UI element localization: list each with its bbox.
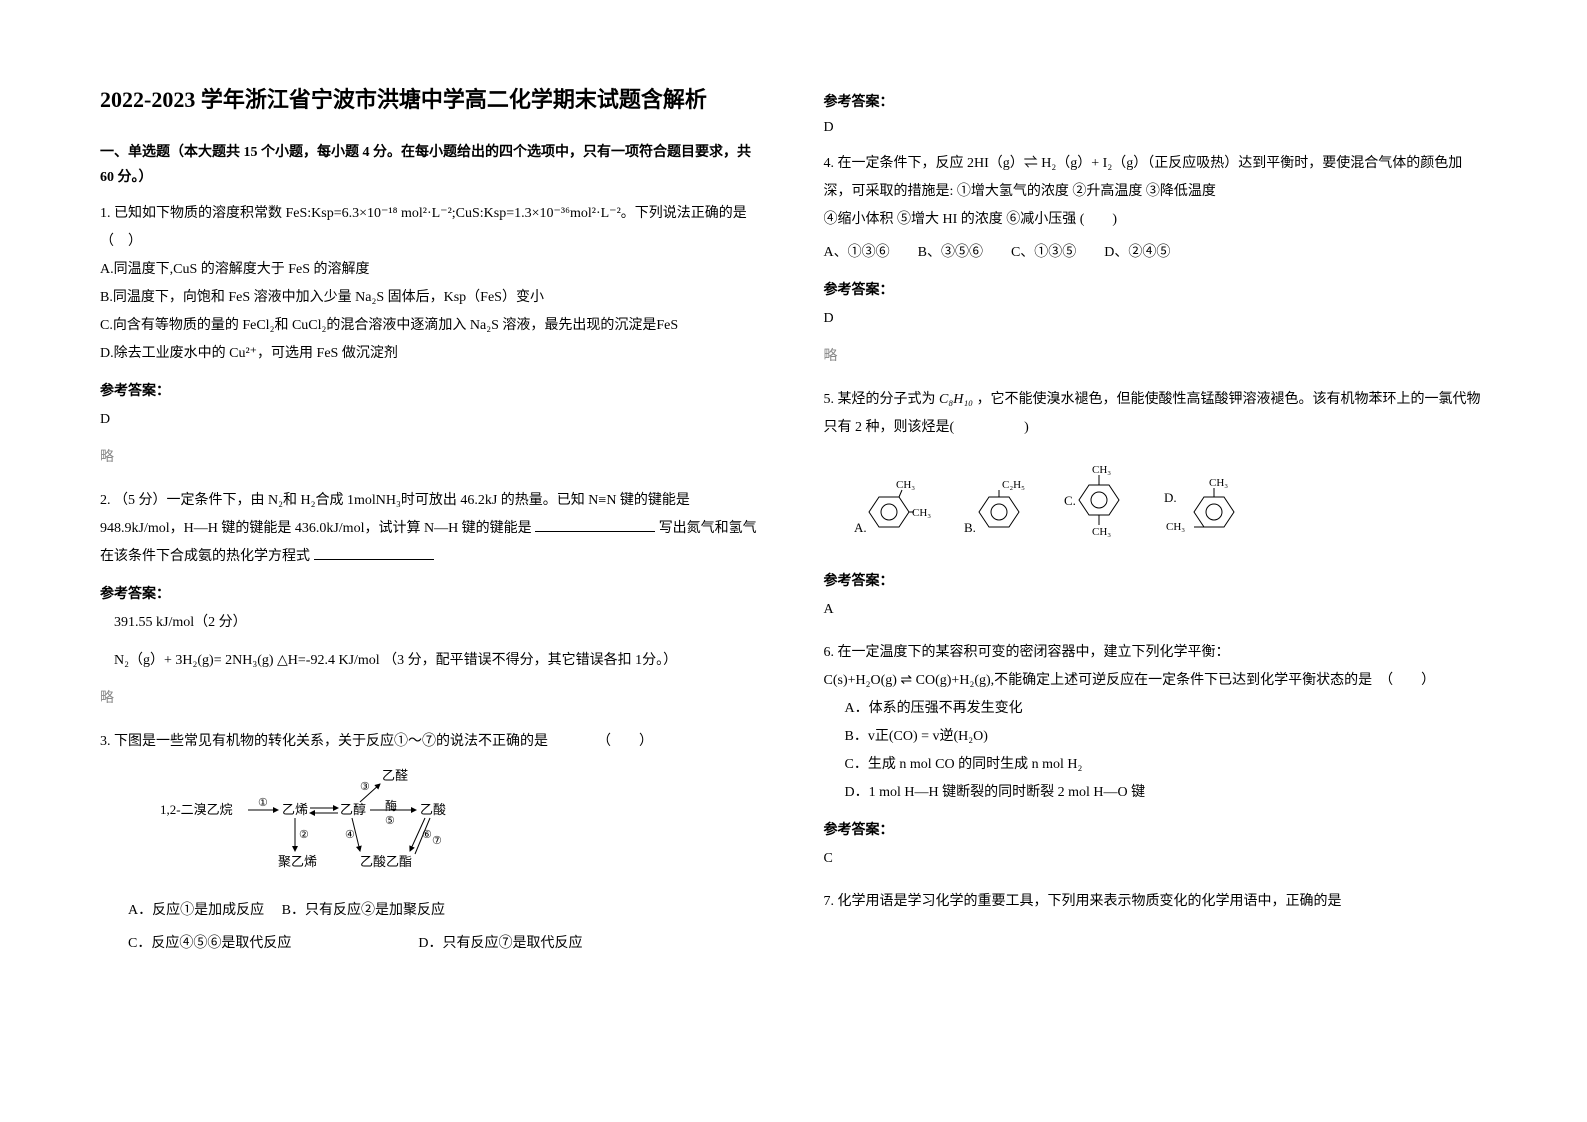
q1-stem: 1. 已知如下物质的溶度积常数 FeS:Ksp=6.3×10⁻¹⁸ mol²·L… (100, 200, 764, 256)
reaction-5: ⑤ (385, 815, 395, 827)
svg-text:D.: D. (1164, 490, 1177, 505)
svg-text:B.: B. (964, 520, 976, 535)
q5-options: CH₃ CH₃ A. C₂H₅ B. (854, 457, 1488, 553)
blank-line (535, 518, 655, 532)
reaction-7: ⑦ (432, 835, 442, 847)
q4-options: A、①③⑥ B、③⑤⑥ C、①③⑤ D、②④⑤ (824, 239, 1488, 267)
svg-text:CH₃: CH₃ (1209, 477, 1228, 489)
q5-answer-label: 参考答案： (824, 568, 1488, 596)
q1-answer-label: 参考答案： (100, 378, 764, 406)
svg-text:CH₃: CH₃ (896, 479, 915, 491)
reaction-1: ① (258, 797, 268, 809)
q5-answer: A (824, 596, 1488, 624)
benzene-d: CH₃ CH₃ D. (1164, 472, 1244, 542)
q1-option-c: C.向含有等物质的量的 FeCl₂和 CuCl₂的混合溶液中逐滴加入 Na₂S … (100, 312, 764, 340)
q2-answer-1: 391.55 kJ/mol（2 分） (100, 609, 764, 637)
q2-answer-2: N₂（g）+ 3H₂(g)= 2NH₃(g) △H=-92.4 KJ/mol （… (100, 647, 764, 675)
svg-text:CH₃: CH₃ (1166, 521, 1185, 533)
section-1-header: 一、单选题（本大题共 15 个小题，每小题 4 分。在每小题给出的四个选项中，只… (100, 140, 764, 190)
svg-text:CH₃: CH₃ (912, 507, 931, 519)
q6-option-b: B．v正(CO) = v逆(H₂O) (824, 723, 1488, 751)
q6-equation: C(s)+H₂O(g) ⇌ CO(g)+H₂(g),不能确定上述可逆反应在一定条… (824, 667, 1488, 695)
node-dibromo: 1,2-二溴乙烷 (160, 802, 233, 817)
q6-option-a: A．体系的压强不再发生变化 (824, 695, 1488, 723)
svg-text:C.: C. (1064, 493, 1076, 508)
question-6: 6. 在一定温度下的某容积可变的密闭容器中，建立下列化学平衡： C(s)+H₂O… (824, 639, 1488, 873)
left-column: 2022-2023 学年浙江省宁波市洪塘中学高二化学期末试题含解析 一、单选题（… (100, 80, 764, 973)
q5-option-b: C₂H₅ B. (964, 472, 1034, 553)
node-ester: 乙酸乙酯 (360, 854, 412, 869)
reaction-diagram-svg: 1,2-二溴乙烷 乙烯 乙醇 乙醛 乙酸 聚乙烯 乙酸乙酯 酶 ① (160, 766, 480, 876)
q5-option-d: CH₃ CH₃ D. (1164, 472, 1244, 553)
q3-options-row2: C．反应④⑤⑥是取代反应 D．只有反应⑦是取代反应 (100, 930, 764, 958)
q6-option-d: D．1 mol H—H 键断裂的同时断裂 2 mol H—O 键 (824, 779, 1488, 807)
q3-stem: 3. 下图是一些常见有机物的转化关系，关于反应①～⑦的说法不正确的是 （ ） (100, 728, 764, 756)
q5-formula: C₈H₁₀ (939, 392, 973, 407)
q4-stem: 4. 在一定条件下，反应 2HI（g）⇌ H₂（g）+ I₂（g）（正反应吸热）… (824, 150, 1488, 206)
q1-option-b: B.同温度下，向饱和 FeS 溶液中加入少量 Na₂S 固体后，Ksp（FeS）… (100, 284, 764, 312)
blank-line-2 (314, 546, 434, 560)
benzene-b: C₂H₅ B. (964, 472, 1034, 542)
q6-answer-label: 参考答案： (824, 817, 1488, 845)
question-4: 4. 在一定条件下，反应 2HI（g）⇌ H₂（g）+ I₂（g）（正反应吸热）… (824, 150, 1488, 371)
q3-diagram: 1,2-二溴乙烷 乙烯 乙醇 乙醛 乙酸 聚乙烯 乙酸乙酯 酶 ① (160, 766, 764, 887)
svg-text:C₂H₅: C₂H₅ (1002, 479, 1025, 491)
q3-answer: D (824, 115, 1488, 140)
q3-answer-label: 参考答案： (824, 90, 1488, 115)
q5-option-c: CH₃ CH₃ C. (1064, 457, 1134, 553)
node-poly: 聚乙烯 (278, 854, 317, 869)
q4-stem-2: ④缩小体积 ⑤增大 HI 的浓度 ⑥减小压强 ( ) (824, 206, 1488, 234)
q1-option-d: D.除去工业废水中的 Cu²⁺，可选用 FeS 做沉淀剂 (100, 340, 764, 368)
q3-option-a: A．反应①是加成反应 (128, 903, 264, 918)
label-enzyme: 酶 (385, 798, 397, 813)
page-title: 2022-2023 学年浙江省宁波市洪塘中学高二化学期末试题含解析 (100, 80, 764, 120)
q6-stem: 6. 在一定温度下的某容积可变的密闭容器中，建立下列化学平衡： (824, 639, 1488, 667)
node-ethylene: 乙烯 (282, 802, 308, 817)
q4-answer: D (824, 305, 1488, 333)
question-2: 2. （5 分）一定条件下，由 N₂和 H₂合成 1molNH₃时可放出 46.… (100, 487, 764, 713)
benzene-c: CH₃ CH₃ C. (1064, 457, 1134, 542)
right-column: 参考答案： D 4. 在一定条件下，反应 2HI（g）⇌ H₂（g）+ I₂（g… (824, 80, 1488, 973)
q1-answer: D (100, 406, 764, 434)
q4-answer-label: 参考答案： (824, 277, 1488, 305)
q6-option-c: C．生成 n mol CO 的同时生成 n mol H₂ (824, 751, 1488, 779)
q3-option-c: C．反应④⑤⑥是取代反应 (128, 936, 291, 951)
q5-stem: 5. 某烃的分子式为 C₈H₁₀ ，它不能使溴水褪色，但能使酸性高锰酸钾溶液褪色… (824, 386, 1488, 442)
reaction-2: ② (299, 829, 309, 841)
node-ethanol: 乙醇 (340, 802, 366, 817)
q3-option-d: D．只有反应⑦是取代反应 (418, 936, 582, 951)
node-ethanal: 乙醛 (382, 768, 408, 783)
q5-option-a: CH₃ CH₃ A. (854, 472, 934, 553)
benzene-a: CH₃ CH₃ A. (854, 472, 934, 542)
q7-stem: 7. 化学用语是学习化学的重要工具，下列用来表示物质变化的化学用语中，正确的是 (824, 888, 1488, 916)
question-7: 7. 化学用语是学习化学的重要工具，下列用来表示物质变化的化学用语中，正确的是 (824, 888, 1488, 916)
q3-options-row1: A．反应①是加成反应 B．只有反应②是加聚反应 (100, 897, 764, 925)
q2-note: 略 (100, 685, 764, 713)
reaction-6: ⑥ (422, 829, 432, 841)
svg-text:CH₃: CH₃ (1092, 464, 1111, 476)
q1-option-a: A.同温度下,CuS 的溶解度大于 FeS 的溶解度 (100, 256, 764, 284)
svg-text:A.: A. (854, 520, 867, 535)
q3-option-b: B．只有反应②是加聚反应 (282, 903, 445, 918)
question-3: 3. 下图是一些常见有机物的转化关系，关于反应①～⑦的说法不正确的是 （ ） 1… (100, 728, 764, 958)
q2-answer-label: 参考答案： (100, 581, 764, 609)
q6-answer: C (824, 845, 1488, 873)
reaction-3: ③ (360, 781, 370, 793)
node-acetic: 乙酸 (420, 802, 446, 817)
reaction-4: ④ (345, 829, 355, 841)
q4-note: 略 (824, 343, 1488, 371)
q1-note: 略 (100, 444, 764, 472)
question-1: 1. 已知如下物质的溶度积常数 FeS:Ksp=6.3×10⁻¹⁸ mol²·L… (100, 200, 764, 472)
svg-text:CH₃: CH₃ (1092, 526, 1111, 538)
q2-stem: 2. （5 分）一定条件下，由 N₂和 H₂合成 1molNH₃时可放出 46.… (100, 487, 764, 571)
question-5: 5. 某烃的分子式为 C₈H₁₀ ，它不能使溴水褪色，但能使酸性高锰酸钾溶液褪色… (824, 386, 1488, 624)
